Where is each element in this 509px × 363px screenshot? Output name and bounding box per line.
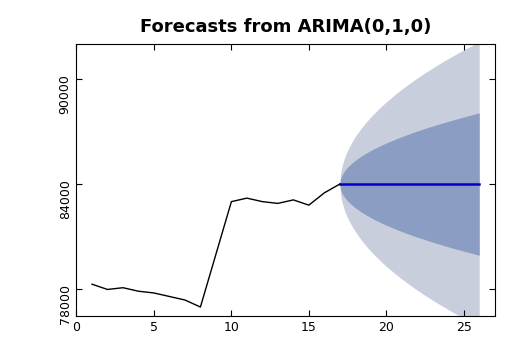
- Title: Forecasts from ARIMA(0,1,0): Forecasts from ARIMA(0,1,0): [139, 19, 431, 36]
